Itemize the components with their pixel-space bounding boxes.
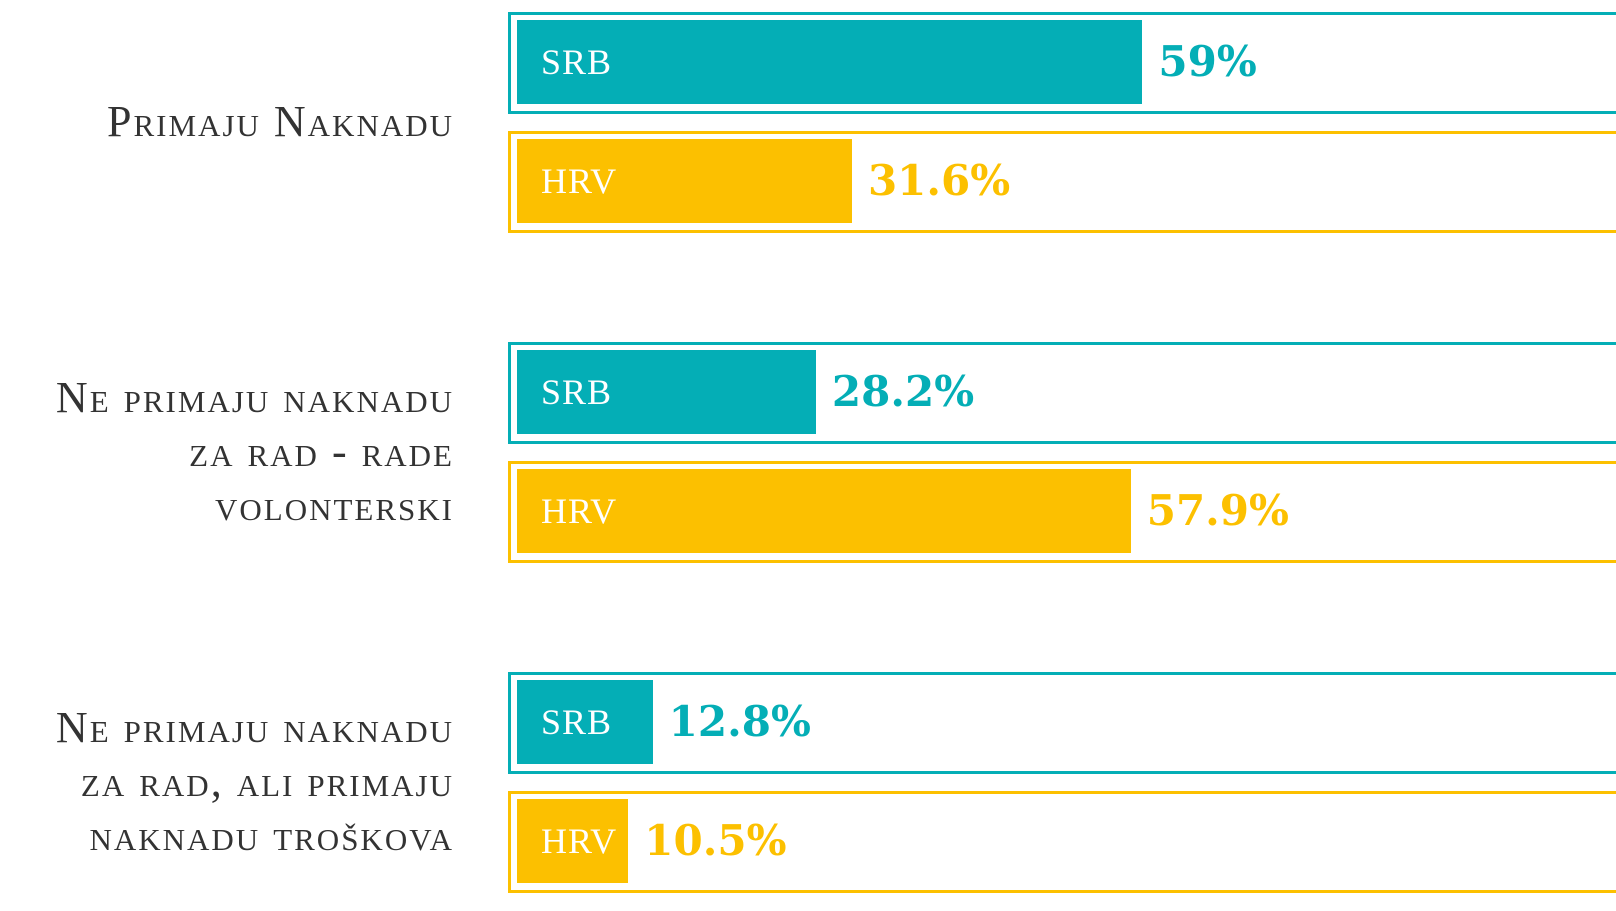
- bar: [517, 20, 1143, 104]
- bar-frame: [508, 672, 1616, 774]
- series-label: HRV: [541, 821, 618, 861]
- value-label: 10.5%: [644, 816, 787, 865]
- category-label: Ne primaju naknadu za rad, ali primaju n…: [55, 703, 454, 860]
- bar: [517, 350, 816, 434]
- value-label: 12.8%: [668, 697, 811, 746]
- bar-frame: [508, 791, 1616, 893]
- bar-frame: [508, 342, 1616, 444]
- value-label: 31.6%: [867, 156, 1011, 205]
- bar-frame: [508, 12, 1616, 114]
- series-label: SRB: [541, 372, 613, 412]
- value-label: 59%: [1158, 37, 1257, 86]
- value-label: 57.9%: [1146, 486, 1289, 535]
- bar: [517, 799, 629, 883]
- bar-frame: [508, 461, 1616, 563]
- series-label: SRB: [541, 702, 613, 742]
- category-label: Primaju Naknadu: [107, 97, 454, 146]
- value-label: 28.2%: [831, 367, 975, 416]
- bar-frame: [508, 131, 1616, 233]
- bar: [517, 139, 852, 223]
- series-label: SRB: [541, 42, 613, 82]
- category-label: Ne primaju naknadu za rad - rade volonte…: [55, 373, 454, 530]
- series-label: HRV: [541, 161, 618, 201]
- bar: [517, 680, 653, 764]
- bar: [517, 469, 1131, 553]
- series-label: HRV: [541, 491, 618, 531]
